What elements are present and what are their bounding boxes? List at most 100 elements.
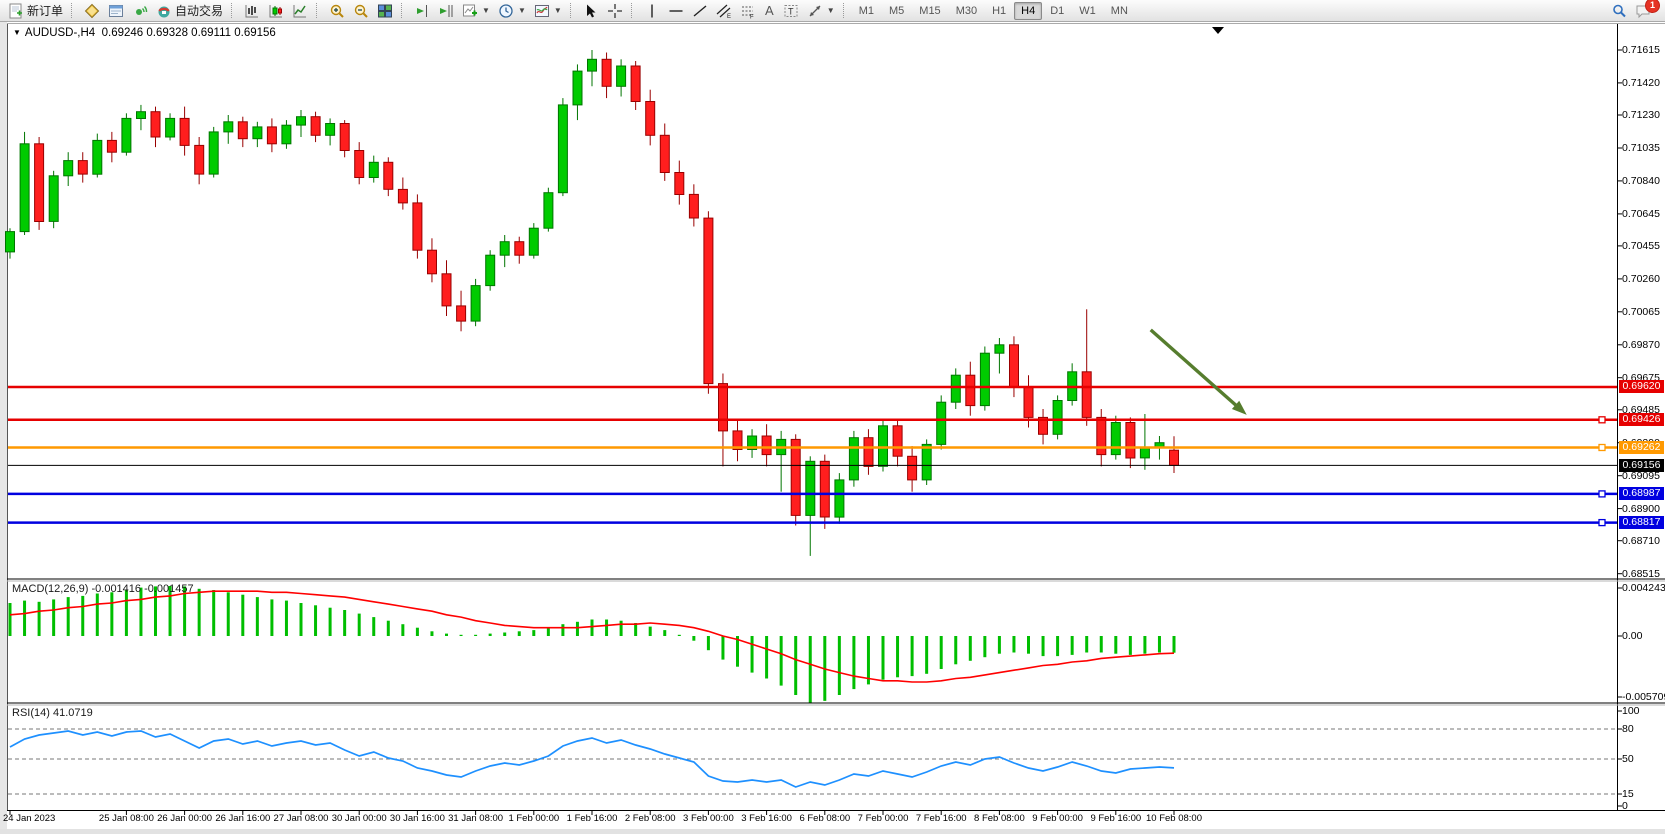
history-center-button[interactable] (80, 1, 104, 20)
horizontal-line-icon (668, 3, 684, 19)
candle (1038, 416, 1048, 435)
candle (543, 192, 554, 229)
toolbar-separator (316, 3, 321, 18)
svg-text:E: E (727, 14, 731, 19)
bar-chart-icon (244, 3, 260, 19)
candle (485, 254, 496, 287)
horizontal-line-button[interactable] (664, 1, 688, 20)
zoom-in-button[interactable] (325, 1, 349, 20)
new-order-icon (8, 3, 24, 19)
candle (718, 383, 728, 432)
zoom-out-icon (353, 3, 369, 19)
candle (645, 101, 656, 136)
shapes-dropdown[interactable]: ▼ (803, 1, 839, 20)
autotrading-button[interactable]: 自动交易 (152, 1, 227, 20)
tab-timeframe-M5[interactable]: M5 (882, 2, 911, 20)
line-handle[interactable] (1598, 416, 1606, 424)
arrow-head[interactable] (1231, 400, 1247, 415)
vertical-line-button[interactable] (640, 1, 664, 20)
macd-signal-line (9, 590, 1175, 683)
new-order-label: 新订单 (27, 4, 64, 18)
candle (63, 160, 74, 177)
auto-scroll-icon (414, 3, 430, 19)
equidistant-channel-button[interactable]: E (712, 1, 736, 20)
tab-timeframe-M30[interactable]: M30 (949, 2, 984, 20)
line-handle[interactable] (1598, 490, 1606, 498)
candle (848, 437, 859, 481)
crosshair-button[interactable] (603, 1, 627, 20)
clock-icon (498, 3, 514, 19)
candle (281, 124, 292, 145)
candle (863, 437, 874, 467)
chart-shift-button[interactable] (434, 1, 458, 20)
zoom-out-button[interactable] (349, 1, 373, 20)
candlestick-chart-button[interactable] (264, 1, 288, 20)
candle (572, 70, 583, 106)
new-order-button[interactable]: 新订单 (4, 1, 67, 20)
period-dropdown[interactable]: ▼ (494, 1, 530, 20)
tab-timeframe-H1[interactable]: H1 (985, 2, 1013, 20)
candle (121, 117, 132, 153)
candle (92, 139, 103, 175)
tab-timeframe-M15[interactable]: M15 (912, 2, 947, 20)
search-icon (1611, 3, 1627, 19)
chevron-down-icon[interactable]: ▼ (13, 28, 21, 37)
candle (747, 435, 758, 450)
chart-header: ▼ AUDUSD-,H4 0.69246 0.69328 0.69111 0.69… (13, 27, 276, 39)
candle (1052, 400, 1063, 435)
tab-timeframe-D1[interactable]: D1 (1043, 2, 1071, 20)
signals-button[interactable] (128, 1, 152, 20)
template-dropdown[interactable]: ▼ (530, 1, 566, 20)
line-handle[interactable] (1598, 518, 1606, 527)
candle (1139, 447, 1150, 459)
autotrading-label: 自动交易 (175, 4, 224, 18)
text-button[interactable]: A (760, 1, 779, 20)
tab-timeframe-H4[interactable]: H4 (1014, 1, 1043, 20)
add-indicator-dropdown[interactable]: ▼ (458, 1, 494, 20)
candle (34, 143, 45, 222)
candle (470, 285, 481, 322)
line-handle[interactable] (1598, 443, 1606, 452)
auto-scroll-button[interactable] (410, 1, 434, 20)
line-chart-button[interactable] (288, 1, 312, 20)
candle (616, 65, 627, 87)
candle (892, 425, 903, 457)
toolbar-separator (231, 3, 236, 18)
bottom-strip (0, 829, 1665, 834)
candle (965, 374, 976, 407)
chart-shift-marker[interactable] (1212, 27, 1224, 34)
candle (834, 479, 845, 518)
gold-diamond-icon (84, 3, 100, 19)
tile-windows-icon (377, 3, 393, 19)
candle (412, 202, 423, 251)
trend-arrow-object[interactable] (1149, 328, 1244, 413)
label-button[interactable]: T (779, 1, 803, 20)
candle (587, 58, 597, 72)
candle (499, 241, 510, 256)
tab-timeframe-M1[interactable]: M1 (852, 2, 881, 20)
candle (208, 131, 219, 175)
tab-timeframe-W1[interactable]: W1 (1072, 2, 1103, 20)
candle (659, 134, 670, 174)
notifications-button[interactable]: 1 (1631, 0, 1660, 20)
rsi-value: 41.0719 (52, 707, 93, 719)
candle (514, 241, 525, 256)
bar-chart-button[interactable] (240, 1, 264, 20)
candle (237, 121, 248, 140)
tile-windows-button[interactable] (373, 1, 397, 20)
rsi-label: RSI(14) 41.0719 (12, 707, 93, 719)
tab-timeframe-MN[interactable]: MN (1104, 2, 1135, 20)
sonar-icon (132, 3, 148, 19)
cursor-button[interactable] (579, 1, 603, 20)
data-window-icon (108, 3, 124, 19)
crosshair-icon (607, 3, 623, 19)
fibonacci-button[interactable]: F (736, 1, 760, 20)
rsi-name: RSI(14) (12, 707, 50, 719)
data-window-button[interactable] (104, 1, 128, 20)
fibonacci-icon: F (740, 3, 756, 20)
search-button[interactable] (1607, 1, 1631, 20)
candle (165, 117, 176, 138)
candle (950, 374, 961, 403)
trendline-button[interactable] (688, 1, 712, 20)
